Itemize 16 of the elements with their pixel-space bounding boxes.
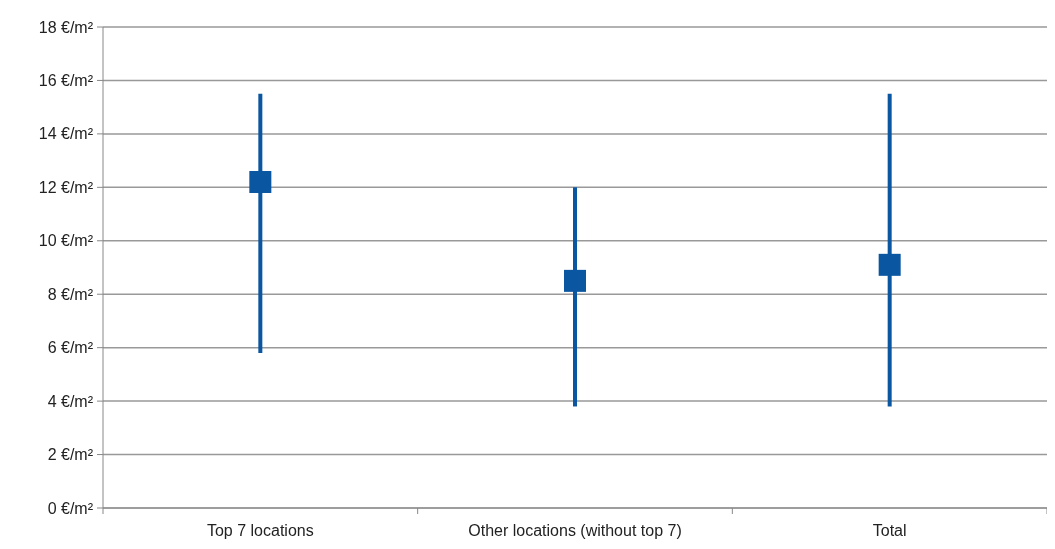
y-tick-label: 2 €/m² [47,446,94,464]
y-tick-label: 6 €/m² [47,339,94,357]
y-tick-label: 10 €/m² [38,232,94,250]
point [249,170,272,193]
y-tick-label: 4 €/m² [47,392,94,410]
x-tick-label: Other locations (without top 7) [468,522,682,539]
y-tick-label: 18 €/m² [38,18,94,36]
y-tick-label: 14 €/m² [38,125,94,143]
x-tick-label: Top 7 locations [206,522,314,539]
y-tick-label: 8 €/m² [47,285,94,303]
point [878,253,901,276]
y-tick-label: 0 €/m² [47,499,94,517]
x-tick-label: Total [872,522,907,539]
point [564,269,586,292]
y-tick-label: 12 €/m² [38,178,94,196]
y-tick-label: 16 €/m² [38,72,94,90]
